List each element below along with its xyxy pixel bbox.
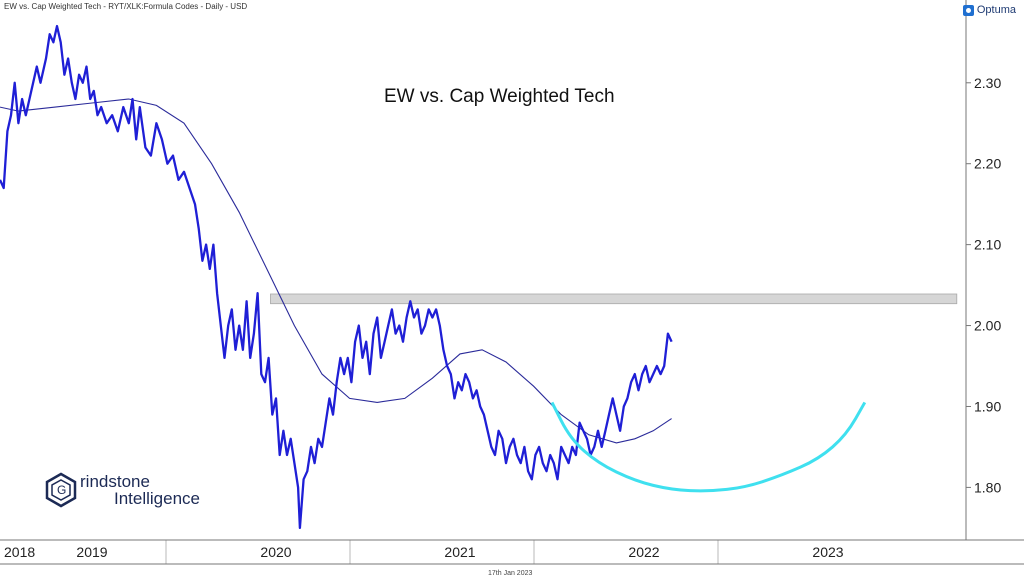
logo-letter: G (57, 483, 66, 497)
x-tick-label: 2019 (76, 544, 107, 560)
y-tick-label: 2.10 (974, 237, 1001, 253)
ratio-price-line (0, 24, 673, 530)
x-tick-label: 2018 (4, 544, 35, 560)
chart-title: EW vs. Cap Weighted Tech (384, 86, 615, 107)
rounding-bottom-arc (550, 401, 867, 493)
arc-group (550, 401, 867, 493)
resistance-band-group (270, 293, 958, 305)
y-tick-label: 2.20 (974, 156, 1001, 172)
resistance-band (270, 293, 958, 305)
logo-text: rindstone Intelligence (80, 473, 200, 507)
y-tick-label: 1.80 (974, 479, 1001, 495)
x-tick-label: 2020 (260, 544, 291, 560)
logo-line1: rindstone (80, 472, 150, 491)
y-tick-label: 2.00 (974, 318, 1001, 334)
logo-line2: Intelligence (114, 489, 201, 508)
grindstone-logo: G rindstone Intelligence (44, 472, 200, 508)
x-tick-label: 2023 (812, 544, 843, 560)
y-tick-label: 1.90 (974, 398, 1001, 414)
axes: 2018 2019 2020 2021 2022 2023 1.80 1.90 2.00 2.10… (0, 0, 1024, 565)
hexagon-logo-icon: G (45, 472, 77, 508)
y-tick-label: 2.30 (974, 75, 1001, 91)
series-group (0, 24, 673, 530)
x-tick-label: 2022 (628, 544, 659, 560)
grid (165, 540, 719, 564)
footer-date: 17th Jan 2023 (488, 570, 533, 577)
brand-name: Optuma (976, 4, 1016, 16)
optuma-icon (962, 4, 974, 16)
brand-logo: Optuma (962, 4, 1016, 16)
chart-header-text: EW vs. Cap Weighted Tech - RYT/XLK:Formu… (4, 2, 248, 11)
x-tick-label: 2021 (444, 544, 475, 560)
